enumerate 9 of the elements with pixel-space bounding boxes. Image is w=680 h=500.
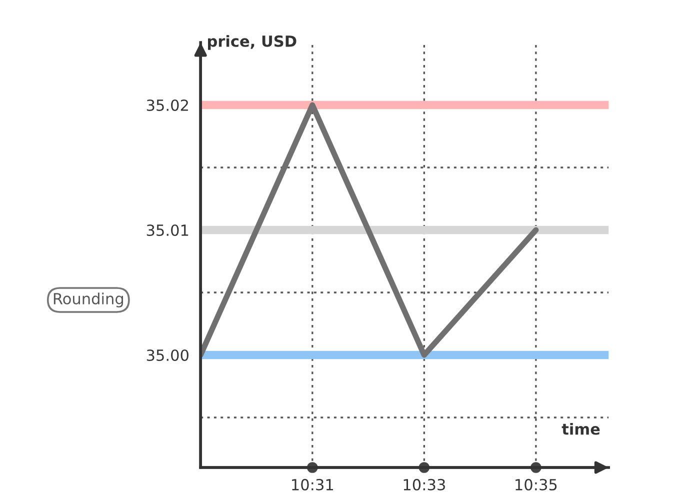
y-axis-title: price, USD [208,35,296,50]
x-axis-title: time [562,422,600,435]
text: Rounding [54,292,123,308]
x-tick-label: 10:33 [404,478,445,490]
x-tick-label: 10:31 [292,478,334,490]
y-tick-label: 35.01 [146,224,188,236]
y-tick-label: 35.02 [146,99,188,112]
y-tick-label: 35.00 [146,349,188,362]
x-tick-label: 10:35 [516,478,557,490]
